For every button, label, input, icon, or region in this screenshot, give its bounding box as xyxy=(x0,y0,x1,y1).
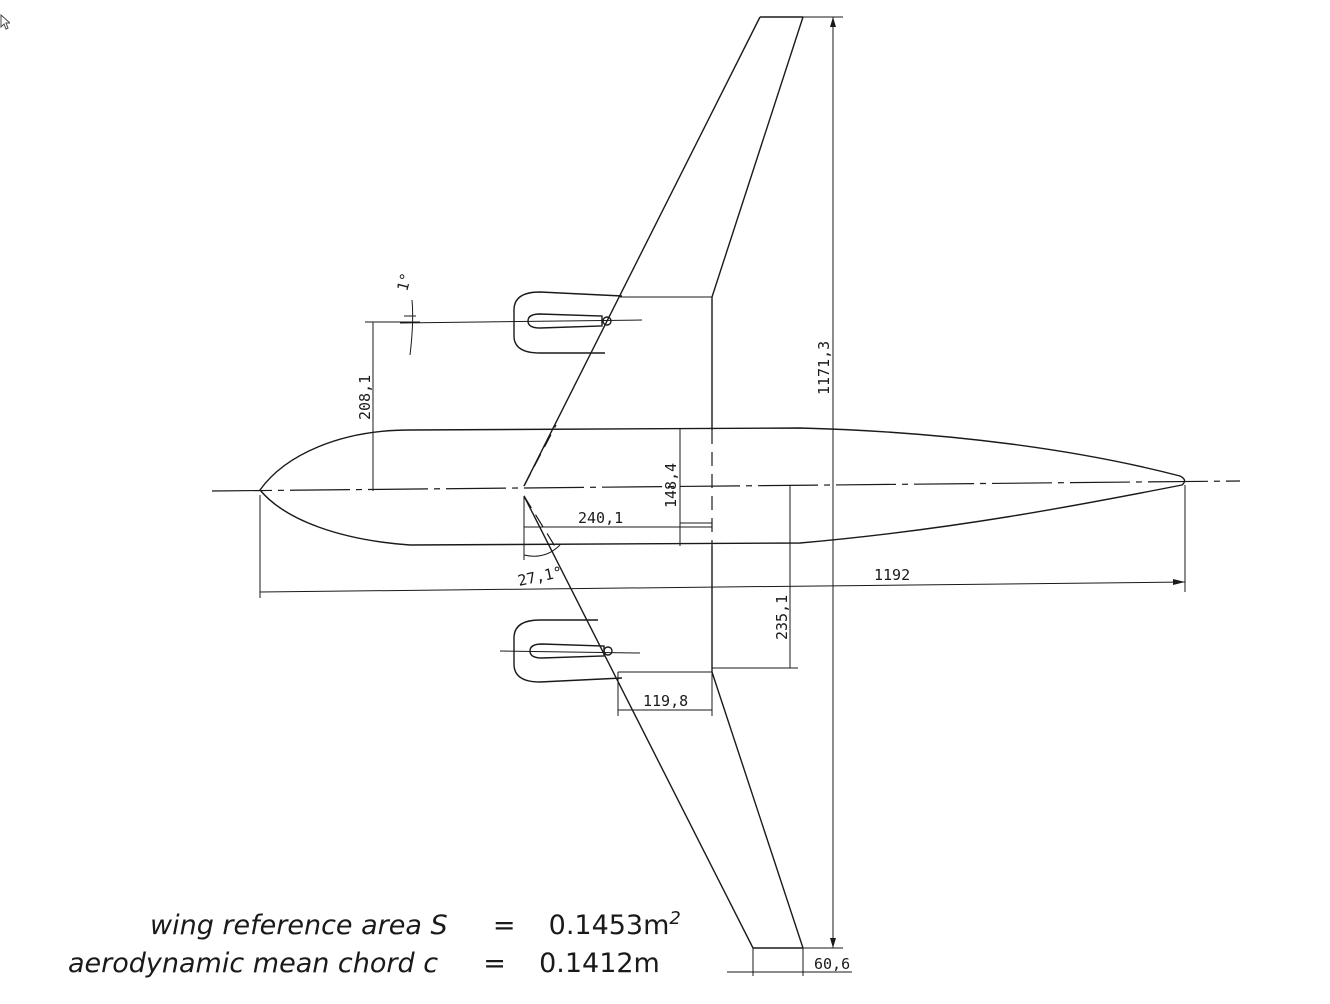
dimension-wing-root xyxy=(523,496,712,560)
upper-engine-nacelle xyxy=(399,291,643,354)
hidden-wing-leading-edge-lower xyxy=(523,495,557,549)
dimension-engine-chord xyxy=(617,672,713,716)
wing-area-equals: = xyxy=(492,910,516,941)
mean-chord-value: 0.1412m xyxy=(539,948,660,979)
dimension-fuselage-length xyxy=(259,485,1186,598)
label-fuselage-length: 1192 xyxy=(874,566,910,584)
label-engine-incidence: 1° xyxy=(393,271,415,293)
dimension-wingspan xyxy=(803,16,843,949)
fuselage-centerline xyxy=(211,480,1241,492)
wing-area-label: wing reference area S xyxy=(150,910,448,941)
mean-chord-label: aerodynamic mean chord c xyxy=(68,948,439,979)
dimension-sweep-arc xyxy=(523,544,561,557)
wing-area-value: 0.1453m xyxy=(548,910,670,941)
lower-engine-nacelle xyxy=(499,619,641,683)
lower-wing xyxy=(523,495,804,949)
mean-chord-equals: = xyxy=(483,948,506,979)
label-wing-root: 240,1 xyxy=(578,509,623,527)
upper-wing xyxy=(523,16,804,487)
dimension-tip-chord xyxy=(727,948,852,976)
dimension-fuselage-diameter xyxy=(679,428,712,546)
label-engine-chord: 119,8 xyxy=(643,692,688,710)
wing-area-formula: wing reference area S = 0.1453m2 xyxy=(150,908,681,941)
mean-chord-formula: aerodynamic mean chord c = 0.1412m xyxy=(68,948,660,979)
mouse-cursor-icon xyxy=(0,14,10,30)
dimension-wing-aft-offset xyxy=(712,485,798,669)
dimension-engine-incidence xyxy=(404,299,416,356)
label-engine-offset: 208,1 xyxy=(356,375,374,420)
dimension-engine-offset xyxy=(365,321,420,491)
label-fuselage-diameter: 148,4 xyxy=(662,463,680,508)
label-wing-aft-offset: 235,1 xyxy=(773,595,791,640)
wing-area-exponent: 2 xyxy=(669,908,681,929)
hidden-wing-leading-edge-upper xyxy=(523,424,557,487)
fuselage-outline xyxy=(259,427,1186,546)
label-tip-chord: 60,6 xyxy=(814,955,850,973)
label-sweep-angle: 27,1° xyxy=(516,563,564,590)
label-wingspan: 1171,3 xyxy=(815,341,833,395)
